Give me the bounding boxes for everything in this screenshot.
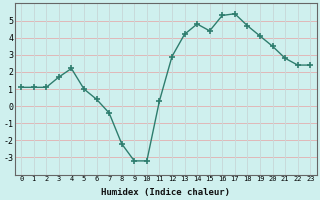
X-axis label: Humidex (Indice chaleur): Humidex (Indice chaleur) [101, 188, 230, 197]
